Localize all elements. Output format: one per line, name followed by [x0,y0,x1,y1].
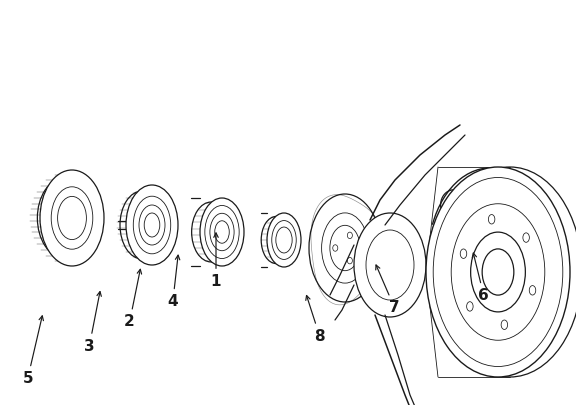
Text: 6: 6 [472,253,489,303]
Ellipse shape [58,196,86,240]
Ellipse shape [120,191,164,259]
Ellipse shape [40,170,104,266]
Ellipse shape [354,213,426,317]
Ellipse shape [200,198,244,266]
Ellipse shape [192,202,230,262]
Ellipse shape [438,167,576,377]
Ellipse shape [482,249,514,295]
Ellipse shape [126,185,178,265]
Text: 2: 2 [124,269,142,330]
Text: 5: 5 [22,316,43,386]
Text: 3: 3 [84,292,101,354]
Text: 4: 4 [168,255,180,309]
Ellipse shape [267,213,301,267]
Text: 7: 7 [376,265,400,315]
Ellipse shape [37,179,90,257]
Ellipse shape [426,167,570,377]
Ellipse shape [309,194,381,302]
Text: 8: 8 [306,296,325,344]
Text: 1: 1 [211,233,221,289]
Ellipse shape [261,217,291,264]
